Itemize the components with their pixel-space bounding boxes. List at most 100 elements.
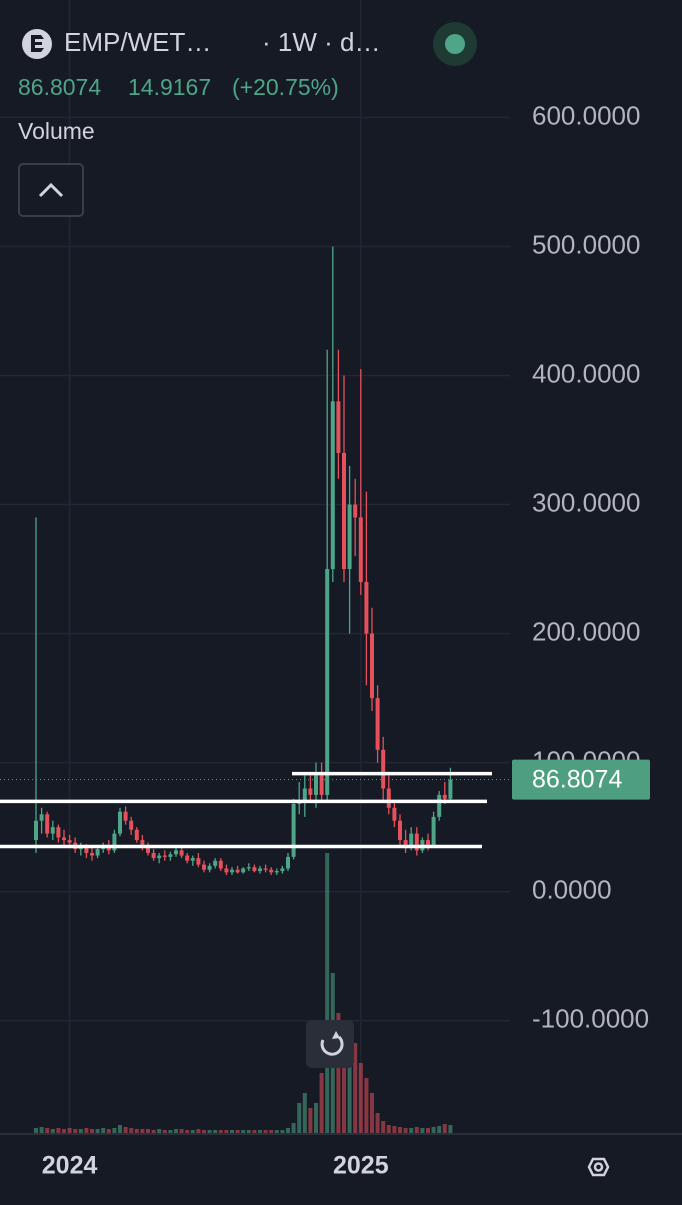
volume-bar xyxy=(224,1130,229,1133)
y-tick-label: 400.0000 xyxy=(532,358,640,388)
candle-body xyxy=(218,860,223,869)
candle-body xyxy=(224,868,229,873)
candle-body xyxy=(230,869,234,873)
volume-bar xyxy=(280,1130,285,1133)
volume-bar xyxy=(269,1130,274,1133)
volume-bar xyxy=(174,1129,178,1133)
volume-bar xyxy=(414,1127,419,1133)
volume-bar xyxy=(398,1127,402,1133)
y-tick-label: -100.0000 xyxy=(532,1004,649,1034)
volume-bar xyxy=(302,1093,307,1133)
candle-body xyxy=(353,504,358,518)
volume-bar xyxy=(375,1113,380,1133)
y-tick-label: 200.0000 xyxy=(532,616,640,646)
candle-body xyxy=(185,855,190,861)
candle-body xyxy=(302,788,307,802)
candle-body xyxy=(347,504,352,570)
logo-glyph xyxy=(31,35,44,52)
candle-body xyxy=(392,807,397,821)
volume-bars xyxy=(34,853,453,1133)
candle-body xyxy=(426,840,430,847)
candle-body xyxy=(246,867,251,869)
candle-body xyxy=(364,581,369,634)
volume-bar xyxy=(342,1038,346,1133)
volume-bar xyxy=(162,1130,167,1133)
candle-body xyxy=(274,871,279,873)
volume-bar xyxy=(392,1126,397,1133)
candle-body xyxy=(336,401,341,453)
volume-bar xyxy=(325,853,330,1133)
settings-icon[interactable] xyxy=(587,1157,610,1177)
candle-body xyxy=(95,849,100,856)
volume-bar xyxy=(353,1043,358,1133)
candle-body xyxy=(319,775,324,795)
volume-bar xyxy=(314,1103,318,1133)
volume-bar xyxy=(45,1128,50,1133)
volume-bar xyxy=(140,1129,145,1133)
candle-body xyxy=(90,852,94,856)
candle-body xyxy=(263,868,268,870)
candle-body xyxy=(157,855,162,859)
volume-bar xyxy=(90,1129,94,1133)
candle-body xyxy=(241,868,246,873)
last-price: 86.8074 xyxy=(18,74,101,100)
volume-bar xyxy=(246,1130,251,1133)
volume-bar xyxy=(67,1128,72,1133)
candle-body xyxy=(202,864,206,870)
volume-bar xyxy=(319,1073,324,1133)
volume-bar xyxy=(286,1128,290,1133)
volume-bar xyxy=(426,1128,430,1133)
volume-bar xyxy=(213,1130,218,1133)
candle-body xyxy=(308,788,313,795)
candle-body xyxy=(291,803,296,857)
volume-bar xyxy=(381,1121,386,1133)
volume-bar xyxy=(347,1033,352,1133)
candle-body xyxy=(190,858,195,861)
volume-bar xyxy=(258,1130,262,1133)
candle-body xyxy=(56,827,61,838)
volume-bar xyxy=(151,1130,156,1133)
volume-bar xyxy=(218,1130,223,1133)
candle-body xyxy=(123,811,128,821)
collapse-button[interactable] xyxy=(18,163,84,217)
candle-body xyxy=(146,846,150,853)
volume-bar xyxy=(123,1127,128,1133)
volume-bar xyxy=(118,1125,122,1133)
volume-bar xyxy=(442,1124,447,1133)
volume-bar xyxy=(56,1128,61,1133)
change: 14.9167 xyxy=(128,74,211,100)
candle-body xyxy=(151,852,156,859)
volume-bar xyxy=(134,1129,139,1133)
y-tick-label: 500.0000 xyxy=(532,229,640,259)
candle-body xyxy=(269,869,274,873)
volume-bar xyxy=(101,1128,106,1133)
volume-bar xyxy=(62,1129,66,1133)
volume-bar xyxy=(146,1129,150,1133)
chevron-up xyxy=(38,182,64,198)
volume-bar xyxy=(235,1130,240,1133)
candle-body xyxy=(50,827,55,834)
candle-body xyxy=(342,452,346,570)
reset-icon xyxy=(320,1035,344,1056)
volume-bar xyxy=(308,1108,313,1133)
symbol[interactable]: EMP/WET… xyxy=(64,27,211,57)
candle-body xyxy=(168,854,173,857)
candle-body xyxy=(112,833,117,851)
volume-bar xyxy=(112,1128,117,1133)
candle-body xyxy=(314,775,318,795)
volume-bar xyxy=(202,1130,206,1133)
price-label: 86.8074 xyxy=(532,765,622,793)
candle-body xyxy=(325,569,330,795)
volume-bar xyxy=(78,1129,83,1133)
change-pct: (+20.75%) xyxy=(232,74,339,100)
volume-bar xyxy=(386,1125,391,1133)
candle-body xyxy=(448,779,453,799)
interval[interactable]: · 1W · d… xyxy=(262,27,380,57)
volume-bar xyxy=(230,1130,234,1133)
candle-body xyxy=(409,833,414,847)
volume-bar xyxy=(34,1128,38,1133)
reset-button[interactable] xyxy=(306,1020,354,1068)
candle-body xyxy=(45,814,50,834)
candle-body xyxy=(207,865,212,870)
